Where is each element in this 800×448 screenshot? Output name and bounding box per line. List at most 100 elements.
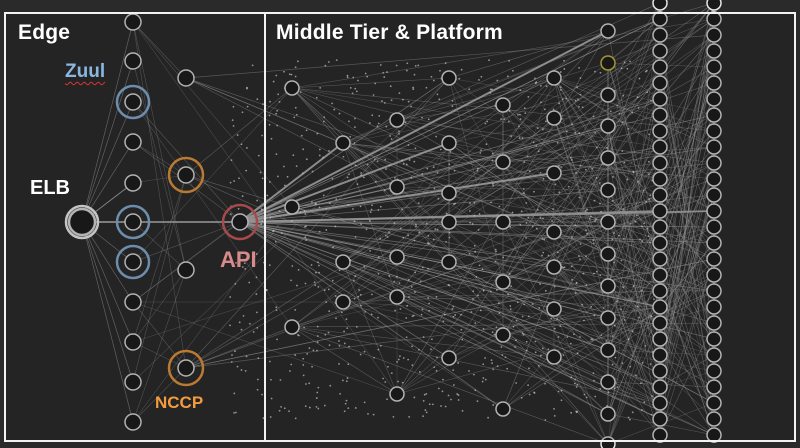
traffic-dot: [435, 135, 438, 138]
traffic-dot: [496, 79, 499, 82]
traffic-dot: [371, 204, 373, 207]
traffic-dot: [401, 381, 404, 384]
traffic-dot: [495, 250, 497, 253]
traffic-dot: [399, 355, 401, 357]
traffic-dot: [242, 314, 245, 317]
connection-line: [553, 77, 715, 324]
traffic-dot: [395, 64, 398, 67]
traffic-dot: [496, 289, 498, 291]
service-node: [706, 347, 722, 363]
traffic-dot: [377, 316, 379, 319]
traffic-dot: [260, 223, 263, 225]
traffic-dot: [584, 168, 587, 171]
traffic-dot: [510, 135, 512, 138]
traffic-dot: [551, 220, 553, 222]
traffic-dot: [436, 356, 438, 359]
traffic-dot: [241, 266, 244, 268]
traffic-dot: [256, 388, 259, 391]
traffic-dot: [470, 311, 473, 313]
traffic-dot: [567, 185, 570, 188]
edge-section-title: Edge: [18, 21, 71, 44]
traffic-dot: [578, 132, 581, 135]
connection-line: [132, 269, 187, 343]
traffic-dot: [642, 189, 645, 192]
connection-line: [291, 322, 715, 328]
connection-line: [396, 30, 609, 258]
service-node: [441, 214, 457, 230]
service-node: [706, 427, 722, 443]
traffic-dot: [248, 281, 251, 284]
traffic-dot: [623, 161, 626, 164]
traffic-dot: [344, 402, 347, 405]
traffic-dot: [611, 199, 614, 202]
traffic-dot: [383, 189, 386, 192]
traffic-dot: [255, 276, 258, 279]
traffic-dot: [618, 112, 621, 115]
traffic-dot: [305, 158, 308, 161]
connection-line: [502, 221, 661, 292]
connection-line: [502, 104, 661, 260]
traffic-dot: [346, 327, 349, 330]
traffic-dot: [325, 229, 328, 231]
connection-line: [448, 146, 661, 263]
traffic-dot: [489, 92, 492, 94]
connection-line: [291, 326, 398, 395]
traffic-dot: [480, 149, 482, 152]
traffic-dot: [256, 378, 259, 381]
traffic-dot: [497, 302, 500, 305]
service-node: [706, 363, 722, 379]
traffic-dot: [417, 64, 420, 67]
connection-line: [342, 261, 398, 395]
service-node: [495, 327, 511, 343]
traffic-dot: [248, 322, 251, 325]
connection-line: [659, 322, 715, 436]
traffic-dot: [364, 310, 367, 313]
traffic-dot: [491, 152, 494, 155]
traffic-dot: [363, 265, 366, 268]
traffic-dot: [528, 393, 531, 396]
traffic-dot: [479, 152, 482, 154]
connection-line: [553, 290, 715, 358]
traffic-dot: [570, 376, 573, 379]
traffic-dot: [244, 369, 247, 372]
traffic-dot: [346, 377, 349, 379]
traffic-dot: [418, 371, 421, 373]
traffic-dot: [290, 279, 292, 282]
traffic-dot: [579, 336, 581, 338]
traffic-dot: [582, 272, 585, 275]
connection-line: [607, 2, 661, 445]
service-node: [389, 289, 405, 305]
service-node: [652, 171, 668, 187]
connection-line: [607, 162, 661, 255]
traffic-dot: [363, 401, 366, 404]
traffic-dot: [644, 344, 647, 347]
connection-line: [502, 226, 661, 410]
traffic-dot: [338, 363, 340, 365]
traffic-dot: [643, 401, 646, 404]
traffic-dot: [319, 86, 322, 89]
traffic-dot: [507, 120, 510, 123]
traffic-dot: [637, 180, 639, 183]
connection-line: [659, 34, 715, 100]
connection-line: [659, 98, 715, 196]
traffic-dot: [543, 108, 546, 111]
traffic-dot: [491, 159, 494, 162]
traffic-dot: [451, 308, 454, 310]
traffic-dot: [259, 171, 262, 174]
traffic-dot: [534, 77, 536, 80]
traffic-dot: [430, 75, 433, 78]
traffic-dot: [398, 132, 400, 135]
service-node: [652, 59, 668, 75]
traffic-dot: [295, 113, 298, 116]
traffic-dot: [484, 357, 486, 359]
traffic-dot: [639, 238, 641, 241]
traffic-dot: [439, 148, 442, 151]
traffic-dot: [417, 348, 420, 351]
traffic-dot: [275, 309, 278, 312]
traffic-dot: [591, 338, 594, 341]
traffic-dot: [543, 238, 546, 241]
traffic-dot: [269, 216, 272, 219]
traffic-dot: [607, 391, 610, 394]
traffic-dot: [341, 311, 343, 314]
connection-line: [448, 142, 661, 180]
